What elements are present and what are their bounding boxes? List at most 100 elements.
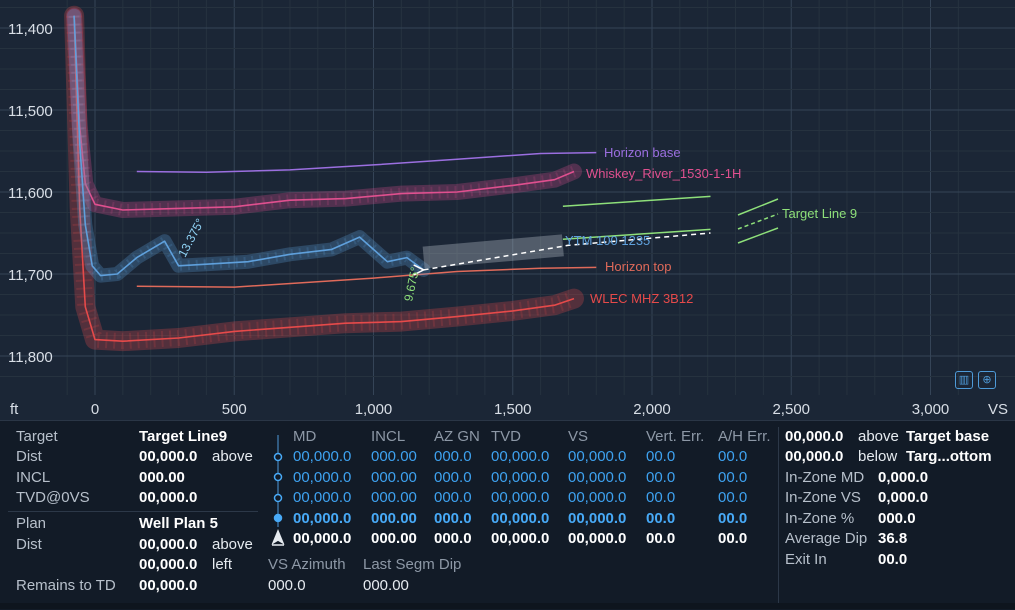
- angle-annotation: 9.675°: [401, 265, 422, 302]
- table-header: VS: [568, 428, 589, 445]
- table-cell: 00,000.0: [293, 509, 352, 527]
- table-cell: 00,000.0: [568, 468, 627, 486]
- target-label: Target: [16, 428, 58, 445]
- table-cell: 000.0: [434, 530, 472, 547]
- table-cell: 000.00: [371, 448, 417, 465]
- last-segm-dip-value: 000.00: [363, 577, 409, 594]
- inzone-vs-label: In-Zone VS: [785, 489, 861, 506]
- label-horizon-base: Horizon base: [604, 145, 681, 160]
- series-whiskey-river-band: [66, 7, 582, 218]
- bottom-strip: [0, 603, 1015, 609]
- x-tick-label: 0: [91, 401, 99, 418]
- series-wlec-mhz: [73, 15, 575, 342]
- plan-projection-band: [422, 234, 564, 269]
- target-legend-mid: [737, 213, 779, 230]
- x-tick-label: 2,500: [772, 401, 810, 418]
- table-cell: 000.00: [371, 509, 417, 527]
- r2-name: Targ...ottom: [906, 448, 992, 465]
- plan-dist-suffix: above: [212, 536, 253, 553]
- target-legend-bottom: [737, 227, 779, 244]
- divider-right: [778, 427, 779, 605]
- plan-dist2-value: 00,000.0: [139, 556, 198, 573]
- series-wlec-mhz-rings: [66, 15, 577, 350]
- fit-view-icon[interactable]: ⊕: [978, 371, 996, 389]
- table-header: TVD: [491, 428, 521, 445]
- inzone-md-label: In-Zone MD: [785, 469, 865, 486]
- series-horizon-base: [136, 151, 597, 174]
- y-tick-label: 11,500: [8, 103, 53, 120]
- table-cell: 000.0: [434, 509, 472, 527]
- station-timeline: [271, 435, 285, 546]
- table-cell: 000.00: [371, 489, 417, 506]
- table-cell: 00.0: [718, 448, 748, 465]
- x-tick-label: 2,000: [633, 401, 671, 418]
- y-tick-label: 11,600: [8, 185, 53, 202]
- vs-azimuth-value: 000.0: [268, 577, 306, 594]
- r2-mid: below: [858, 448, 898, 465]
- x-tick-label: 500: [222, 401, 247, 418]
- series-whiskey-river: [73, 15, 575, 211]
- y-tick-label: 11,400: [8, 21, 53, 38]
- table-header: Vert. Err.: [646, 428, 705, 445]
- plan-dist2-suffix: left: [212, 556, 233, 573]
- inzone-md-value: 0,000.0: [878, 469, 929, 486]
- table-cell: 00,000.0: [491, 489, 550, 506]
- table-cell: 00.0: [646, 468, 676, 486]
- x-tick-label: 3,000: [912, 401, 950, 418]
- dist-value: 00,000.0: [139, 448, 198, 465]
- tvd-label: TVD@0VS: [16, 489, 90, 506]
- table-cell: 00,000.0: [491, 448, 550, 465]
- inzone-pct-value: 000.0: [878, 510, 916, 527]
- table-cell: 000.0: [434, 468, 472, 486]
- tvd-value: 00,000.0: [139, 489, 198, 506]
- target-upper: [562, 195, 711, 207]
- table-cell: 00.0: [646, 530, 676, 547]
- x-tick-label: 1,000: [355, 401, 393, 418]
- series-ytm-band: [67, 8, 431, 283]
- x-axis-label: VS: [988, 401, 1008, 418]
- table-cell: 00.0: [718, 489, 748, 506]
- table-cell: 00,000.0: [293, 468, 352, 486]
- exit-in-label: Exit In: [785, 551, 827, 568]
- table-cell: 00,000.0: [293, 489, 352, 506]
- table-cell: 00,000.0: [568, 489, 627, 506]
- dist-label: Dist: [16, 448, 42, 465]
- series-ytm: [73, 15, 425, 277]
- table-cell: 000.0: [434, 489, 472, 506]
- table-cell: 00.0: [646, 448, 676, 465]
- remains-value: 00,000.0: [139, 577, 198, 594]
- vertical-section-chart[interactable]: 11,400 11,500 11,600 11,700 11,800 0 500 1,000 1…: [0, 0, 1015, 420]
- table-cell: 00.0: [718, 530, 748, 547]
- plan-dist-value: 00,000.0: [139, 536, 198, 553]
- table-cell: 00,000.0: [491, 509, 550, 527]
- y-tick-label: 11,800: [8, 349, 53, 366]
- table-cell: 00.0: [646, 489, 676, 506]
- info-panel: Target Target Line9 Dist 00,000.0 above …: [0, 420, 1015, 610]
- table-cell: 00,000.0: [568, 530, 627, 547]
- table-cell: 000.00: [371, 468, 417, 486]
- inzone-vs-value: 0,000.0: [878, 489, 929, 506]
- r1-value: 00,000.0: [785, 428, 844, 445]
- y-tick-label: 11,700: [8, 267, 53, 284]
- plan-value: Well Plan 5: [139, 515, 218, 532]
- plan-projection-line: [423, 232, 711, 271]
- target-value: Target Line9: [139, 428, 228, 445]
- last-segm-dip-label: Last Segm Dip: [363, 556, 462, 573]
- label-ytm: YTM 100 1235: [565, 233, 650, 248]
- series-ytm-rings: [69, 15, 427, 281]
- r1-name: Target base: [906, 428, 990, 445]
- table-header: MD: [293, 428, 317, 445]
- avg-dip-label: Average Dip: [785, 530, 868, 547]
- table-cell: 00.0: [718, 468, 748, 486]
- angle-annotation: 13.375°: [175, 216, 207, 259]
- table-cell: 00.0: [646, 509, 676, 527]
- chart-view-icon[interactable]: ▥: [955, 371, 973, 389]
- table-header: A/H Err.: [718, 428, 771, 445]
- y-axis-label: ft: [10, 401, 19, 418]
- label-target-line-9: Target Line 9: [782, 206, 857, 221]
- x-tick-label: 1,500: [494, 401, 532, 418]
- section-plot[interactable]: 11,400 11,500 11,600 11,700 11,800 0 500 1,000 1…: [0, 0, 1015, 420]
- table-cell: 00,000.0: [568, 509, 627, 527]
- table-cell: 000.00: [371, 530, 417, 547]
- table-cell: 00.0: [718, 509, 748, 527]
